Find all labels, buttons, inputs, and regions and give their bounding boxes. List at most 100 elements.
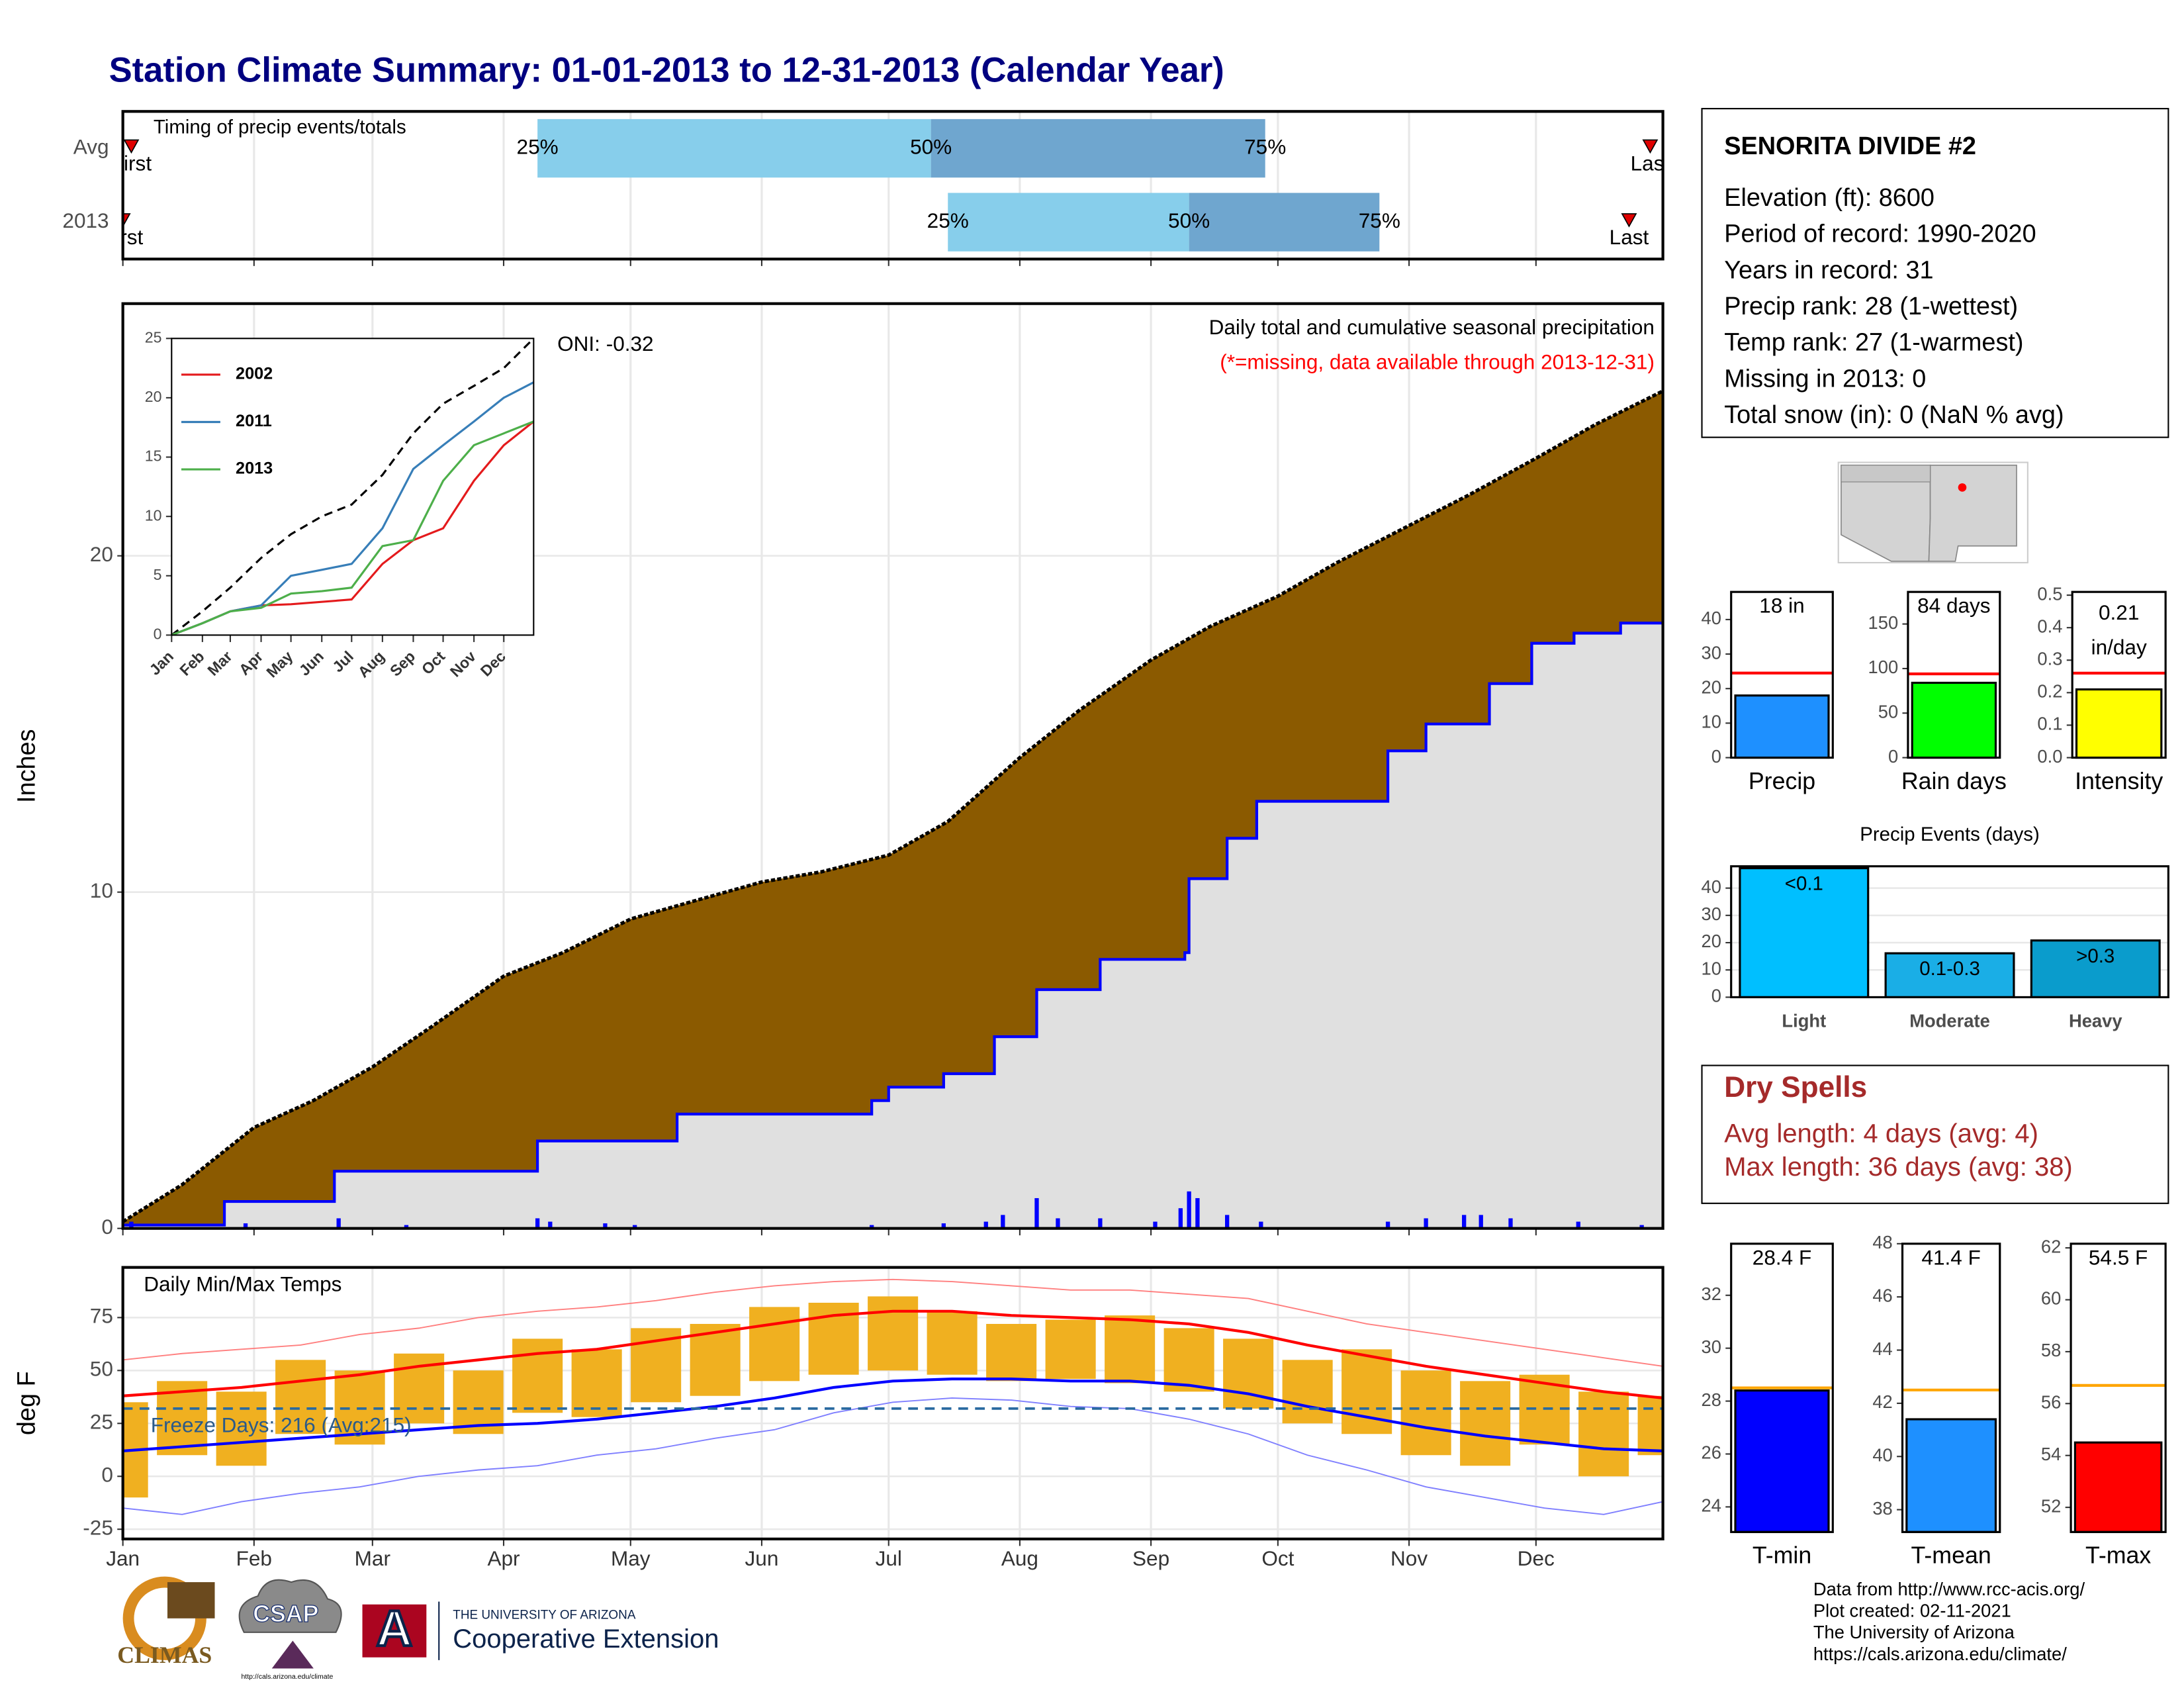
y-tick-label: 40 <box>1702 608 1721 628</box>
y-tick-label: 25 <box>90 1410 113 1434</box>
record-line <box>122 1397 1663 1515</box>
x-tick-label: Jan <box>106 1546 140 1570</box>
chart-bar: 0.0 0.1 0.2 0.3 0.4 0.5 0.21 in/day Intensity <box>2037 583 2167 794</box>
daily-bar <box>129 1221 134 1229</box>
chart-title: Precip Events (days) <box>1860 823 2040 845</box>
bar <box>1734 694 1830 759</box>
event-marker <box>1621 213 1637 228</box>
plot-border <box>121 302 1664 1230</box>
station-location <box>1958 483 1967 492</box>
y-tick-label: 48 <box>1872 1232 1892 1252</box>
y-tick-label: 60 <box>2041 1288 2061 1309</box>
plot-border <box>1901 1243 2001 1533</box>
y-tick-label: -25 <box>83 1515 113 1539</box>
bar <box>1739 867 1870 999</box>
map-state <box>1928 464 2017 562</box>
daily-bar <box>1098 1218 1103 1229</box>
normal-line <box>122 1309 1663 1400</box>
bar <box>2030 939 2161 999</box>
dry-spells-box <box>1701 1064 2169 1204</box>
station-line: Total snow (in): 0 (NaN % avg) <box>1724 401 2064 429</box>
csap-logo <box>271 1640 314 1669</box>
x-tick-label: Mar <box>355 1546 390 1570</box>
legend-label: 2002 <box>236 365 273 383</box>
plot-border <box>121 1266 1664 1540</box>
daily-bar <box>1034 1197 1039 1229</box>
y-tick-label: 28 <box>1702 1389 1721 1410</box>
footer-line: https://cals.arizona.edu/climate/ <box>1813 1644 2067 1664</box>
event-marker <box>1642 139 1659 154</box>
area-content <box>122 389 1663 1229</box>
plot-border <box>1907 590 2001 759</box>
annotation: Freeze Days: 216 (Avg:215) <box>151 1413 412 1437</box>
y-tick-label: 0.2 <box>2037 681 2062 702</box>
point-label: 25% <box>927 209 969 232</box>
y-tick-label: 5 <box>154 566 162 583</box>
daily-range-bar <box>1578 1391 1629 1477</box>
value-label: 28.4 F <box>1752 1245 1811 1269</box>
x-tick-label: Aug <box>1001 1546 1038 1570</box>
daily-bar <box>1424 1218 1428 1229</box>
chart-timing: First 25% 50% 75% Last First 25% 50% 75% Last Avg 2… <box>62 110 1664 266</box>
chart-title: Daily Min/Max Temps <box>144 1272 341 1295</box>
ua-name: THE UNIVERSITY OF ARIZONA <box>453 1609 636 1622</box>
y-tick-label: 0.1 <box>2037 714 2062 734</box>
series-line <box>171 420 534 636</box>
footer-line: Data from http://www.rcc-acis.org/ <box>1813 1579 2085 1599</box>
point-label: First <box>103 225 144 249</box>
map-state <box>1841 465 1931 483</box>
event-marker <box>122 213 131 228</box>
daily-bar <box>1479 1215 1483 1229</box>
x-tick-label: Light <box>1782 1011 1826 1031</box>
daily-bar <box>633 1225 637 1229</box>
y-tick-label: 32 <box>1702 1284 1721 1304</box>
y-tick-label: 58 <box>2041 1340 2061 1360</box>
csap-name: CSAP <box>253 1601 318 1627</box>
x-tick-label: Moderate <box>1909 1011 1990 1031</box>
x-tick-label: Apr <box>487 1546 520 1570</box>
station-line: Precip rank: 28 (1-wettest) <box>1724 293 2018 320</box>
x-tick-label: Jul <box>876 1546 902 1570</box>
y-tick-label: 0.0 <box>2037 746 2062 767</box>
daily-range-bar <box>1105 1315 1156 1383</box>
y-tick-label: 52 <box>2041 1495 2061 1516</box>
daily-range-bar <box>1400 1370 1451 1456</box>
daily-range-bar <box>868 1296 919 1371</box>
record-line <box>122 1278 1663 1367</box>
y-tick-label: 25 <box>145 328 162 346</box>
y-tick-label: 26 <box>1702 1442 1721 1463</box>
y-tick-label: 10 <box>1702 712 1721 732</box>
y-tick-label: 30 <box>1702 904 1721 924</box>
range-content <box>122 1278 1663 1515</box>
y-tick-label: 0.4 <box>2037 616 2062 636</box>
ua-logo <box>362 1604 427 1658</box>
y-tick-label: 10 <box>90 878 113 902</box>
x-tick-label: Nov <box>1390 1546 1428 1570</box>
bar <box>2075 688 2163 759</box>
y-tick-label: 0 <box>1711 986 1721 1006</box>
y-tick-label: 42 <box>1872 1391 1892 1412</box>
daily-range-bar <box>571 1349 622 1417</box>
daily-bar <box>1576 1221 1580 1229</box>
station-line: Missing in 2013: 0 <box>1724 365 1926 393</box>
y-axis-label: Inches <box>13 729 41 803</box>
daily-bar <box>603 1223 608 1229</box>
cumulative-area <box>122 623 1663 1229</box>
daily-bar <box>1508 1218 1513 1229</box>
point-label: 75% <box>1244 134 1286 158</box>
chart-bar: 0 10 20 30 40 <0.1 Light 0.1-0.3 Moderate >0.3 Hea… <box>1702 823 2169 1031</box>
station-name: SENORITA DIVIDE #2 <box>1724 132 1976 160</box>
locator-map <box>1837 461 2028 564</box>
legend-label: 2011 <box>236 412 272 430</box>
footer-line: The University of Arizona <box>1813 1622 2015 1642</box>
plot-border <box>1730 1243 1834 1533</box>
point-label: First <box>111 152 152 175</box>
daily-bar <box>1178 1208 1183 1229</box>
quartile-bar <box>948 193 1189 252</box>
quartile-bar <box>537 118 931 178</box>
daily-bar <box>983 1221 988 1229</box>
y-tick-label: 0 <box>1888 746 1898 767</box>
value-label: 84 days <box>1917 594 1991 618</box>
point-label: 25% <box>517 134 559 158</box>
